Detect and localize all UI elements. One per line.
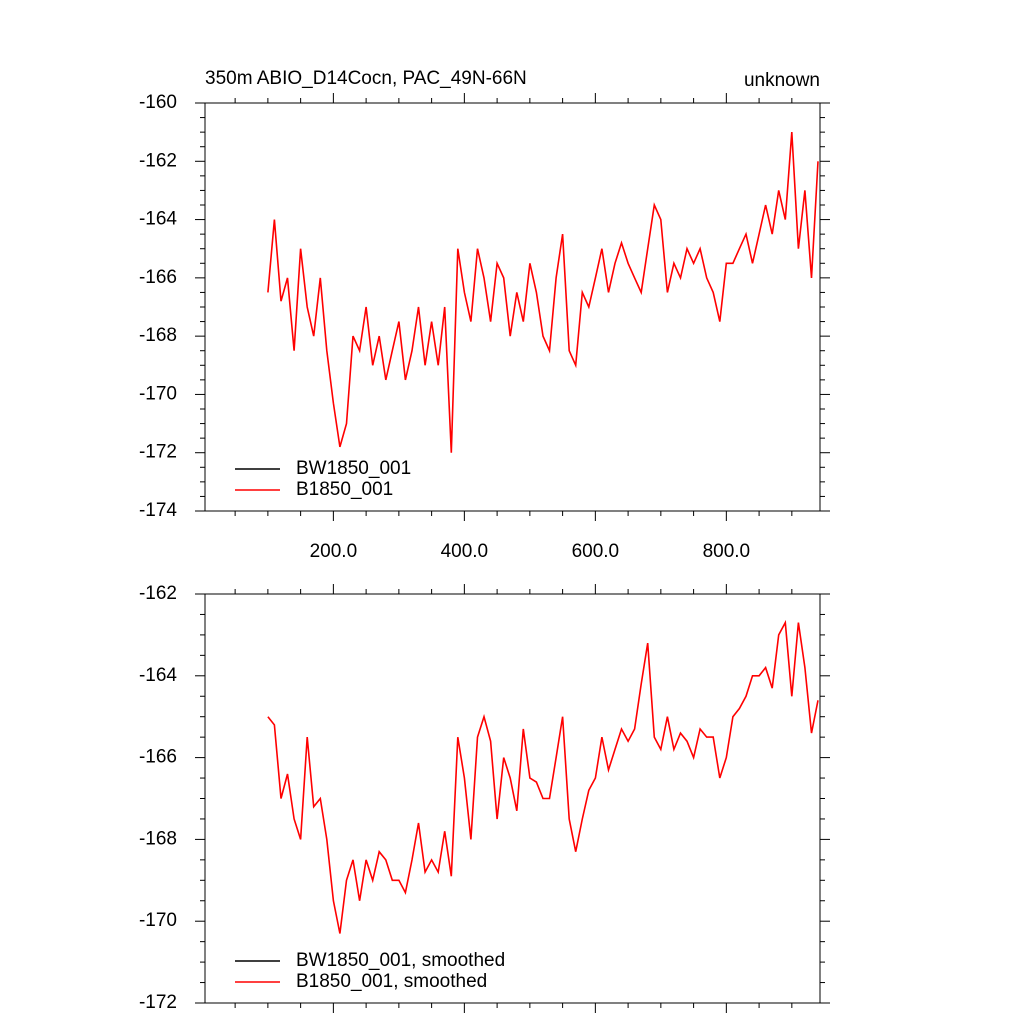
legend-label: B1850_001 xyxy=(296,479,393,500)
x-tick-label: 800.0 xyxy=(703,541,751,562)
y-tick-label: -162 xyxy=(139,150,177,171)
x-tick-label: 400.0 xyxy=(441,541,489,562)
y-tick-label: -168 xyxy=(139,828,177,849)
y-tick-label: -164 xyxy=(139,665,177,686)
y-tick-label: -168 xyxy=(139,325,177,346)
legend-label: BW1850_001 xyxy=(296,458,411,479)
y-tick-label: -172 xyxy=(139,442,177,463)
x-tick-label: 600.0 xyxy=(572,541,620,562)
data-line xyxy=(267,619,819,934)
x-tick-label: 200.0 xyxy=(310,541,358,562)
y-tick-label: -174 xyxy=(139,500,177,521)
legend-label: BW1850_001, smoothed xyxy=(296,950,505,971)
right-title: unknown xyxy=(744,70,820,91)
y-tick-label: -166 xyxy=(139,747,177,768)
y-tick-label: -166 xyxy=(139,267,177,288)
data-line xyxy=(267,132,819,453)
legend-label: B1850_001, smoothed xyxy=(296,971,487,992)
y-tick-label: -170 xyxy=(139,383,177,404)
chart-title: 350m ABIO_D14Cocn, PAC_49N-66N xyxy=(205,68,527,89)
y-tick-label: -160 xyxy=(139,92,177,113)
y-tick-label: -172 xyxy=(139,992,177,1013)
plot-frame xyxy=(204,593,821,1004)
y-tick-label: -162 xyxy=(139,583,177,604)
y-tick-label: -170 xyxy=(139,910,177,931)
y-tick-label: -164 xyxy=(139,209,177,230)
